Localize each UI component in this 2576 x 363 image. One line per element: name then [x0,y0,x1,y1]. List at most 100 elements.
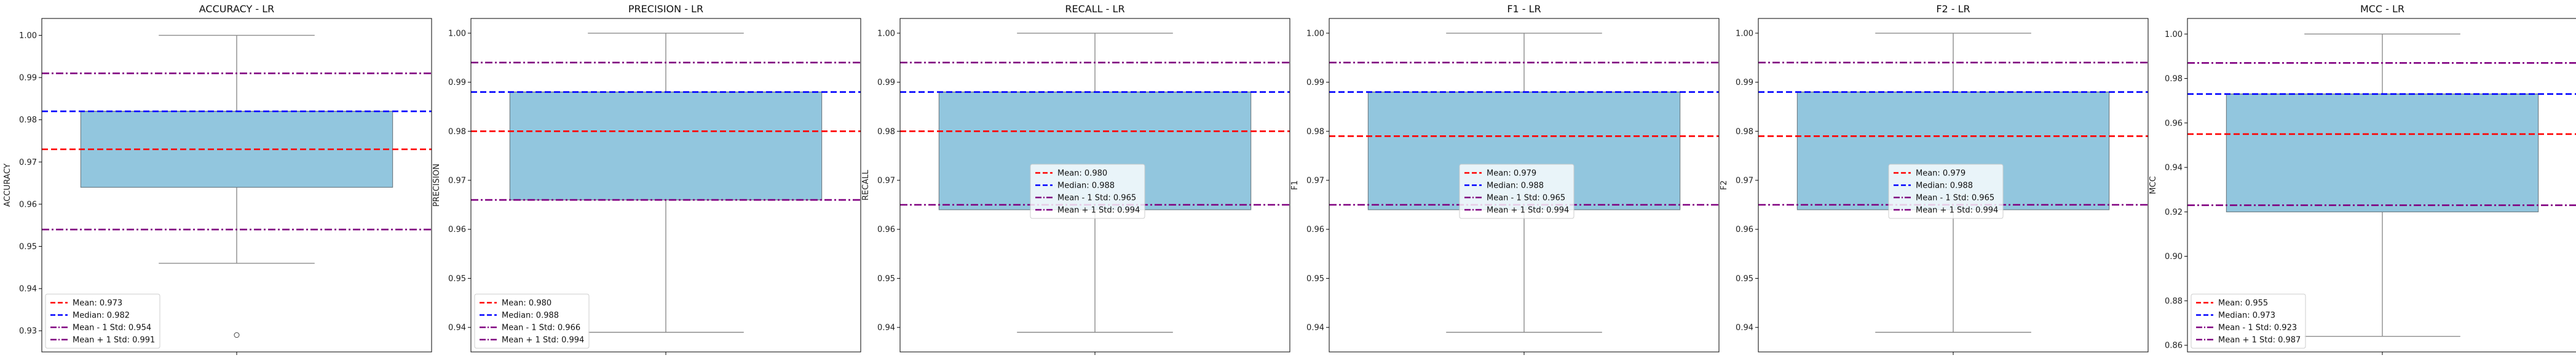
axes-frame [1758,18,2149,353]
y-tick-label: 0.86 [2165,341,2183,351]
y-tick-label: 0.92 [2165,208,2183,217]
legend-box [2191,293,2306,349]
y-tick-label: 0.96 [2165,119,2183,128]
panel-title: ACCURACY - LR [199,3,275,15]
legend-box [1030,164,1145,219]
y-axis-label: ACCURACY [3,164,12,207]
y-tick-label: 0.99 [1306,78,1324,87]
outlier-point [234,332,240,338]
y-tick-label: 0.98 [1306,127,1324,137]
legend-entry-minus-std: Mean - 1 Std: 0.965 [1057,194,1136,203]
legend-entry-median: Median: 0.973 [2218,311,2275,321]
legend-entry-median: Median: 0.988 [502,311,559,321]
legend-entry-median: Median: 0.988 [1487,182,1544,191]
y-tick-label: 0.99 [1736,78,1753,87]
legend-box [474,293,590,349]
y-tick-label: 0.95 [448,274,466,284]
y-axis-label: PRECISION [432,164,441,207]
y-tick-label: 0.88 [2165,297,2183,306]
y-tick-label: 0.98 [2165,74,2183,84]
panel-5: F2 - LR F2 0.94 0.95 0.96 0.97 0.98 0.99 1.00 Mea… [1720,3,2149,355]
y-axis-label: RECALL [861,169,871,200]
y-tick-label: 0.98 [448,127,466,137]
y-tick-label: 0.99 [877,78,895,87]
legend: Mean: 0.980 Median: 0.988 Mean - 1 Std: 0.… [474,293,590,349]
panel-title: F2 - LR [1936,3,1970,15]
legend: Mean: 0.979 Median: 0.988 Mean - 1 Std: 0.… [1459,164,1574,219]
legend-box [45,293,160,349]
legend-entry-minus-std: Mean - 1 Std: 0.923 [2218,324,2297,333]
y-tick-label: 1.00 [877,29,895,38]
y-tick-label: 1.00 [19,31,37,41]
y-tick-label: 0.94 [1306,324,1324,333]
y-tick-label: 0.95 [19,242,37,252]
y-axis-label: MCC [2149,176,2158,194]
legend-entry-mean: Mean: 0.979 [1916,169,1966,178]
iqr-box [509,91,823,201]
y-tick-label: 0.94 [1736,324,1753,333]
legend-box [1888,164,2004,219]
iqr-box [2226,94,2539,212]
panel-title: PRECISION - LR [628,3,703,15]
legend-entry-minus-std: Mean - 1 Std: 0.954 [73,324,151,333]
y-tick-label: 0.97 [448,177,466,186]
legend-entry-mean: Mean: 0.980 [1057,169,1107,178]
y-tick-label: 0.94 [2165,164,2183,173]
y-tick-label: 0.94 [877,324,895,333]
panel-6: MCC - LR MCC 0.86 0.88 0.90 0.92 0.94 0.96 0.98 1… [2149,3,2576,355]
y-tick-label: 0.94 [448,324,466,333]
y-tick-label: 0.96 [19,200,37,209]
legend-entry-median: Median: 0.988 [1916,182,1973,191]
legend-entry-mean: Mean: 0.980 [502,299,551,308]
y-tick-label: 1.00 [1306,29,1324,38]
panel-1: ACCURACY - LR ACCURACY 0.93 0.94 0.95 0.96 0.9… [3,3,432,355]
panel-3: RECALL - LR RECALL 0.94 0.95 0.96 0.97 0.98 0.9… [861,3,1290,355]
axes-frame [41,18,432,353]
legend-entry-minus-std: Mean - 1 Std: 0.966 [502,324,580,333]
legend-entry-plus-std: Mean + 1 Std: 0.987 [2218,336,2301,345]
y-tick-label: 0.99 [448,78,466,87]
legend: Mean: 0.980 Median: 0.988 Mean - 1 Std: 0.… [1030,164,1145,219]
axes-frame [899,18,1290,353]
legend-entry-mean: Mean: 0.955 [2218,299,2268,308]
y-tick-label: 0.97 [1736,177,1753,186]
y-tick-label: 1.00 [2165,30,2183,39]
legend-entry-plus-std: Mean + 1 Std: 0.994 [502,336,584,345]
y-tick-label: 0.97 [19,158,37,167]
legend-entry-minus-std: Mean - 1 Std: 0.965 [1487,194,1565,203]
panel-title: MCC - LR [2360,3,2404,15]
y-tick-label: 0.98 [877,127,895,137]
axes-frame [2187,18,2576,353]
y-tick-label: 0.99 [19,74,37,83]
axes-frame [1329,18,1720,353]
panel-4: F1 - LR F1 0.94 0.95 0.96 0.97 0.98 0.99 1.00 Mea… [1290,3,1720,355]
y-tick-label: 1.00 [448,29,466,38]
y-tick-label: 0.97 [1306,177,1324,186]
legend-box [1459,164,1574,219]
legend-entry-mean: Mean: 0.979 [1487,169,1536,178]
y-tick-label: 0.93 [19,327,37,336]
y-axis-label: F2 [1720,180,1729,190]
legend-entry-plus-std: Mean + 1 Std: 0.994 [1057,206,1140,215]
legend-entry-plus-std: Mean + 1 Std: 0.991 [73,336,155,345]
axes-frame [470,18,861,353]
y-tick-label: 1.00 [1736,29,1753,38]
y-tick-label: 0.96 [448,225,466,234]
y-tick-label: 0.98 [1736,127,1753,137]
legend-entry-median: Median: 0.982 [73,311,130,321]
legend-entry-plus-std: Mean + 1 Std: 0.994 [1487,206,1569,215]
legend: Mean: 0.979 Median: 0.988 Mean - 1 Std: 0.… [1888,164,2004,219]
y-tick-label: 0.95 [1736,274,1753,284]
panel-title: RECALL - LR [1065,3,1124,15]
y-axis-label: F1 [1290,180,1300,190]
y-tick-label: 0.97 [877,177,895,186]
legend-entry-median: Median: 0.988 [1057,182,1115,191]
legend-entry-plus-std: Mean + 1 Std: 0.994 [1916,206,1998,215]
legend: Mean: 0.955 Median: 0.973 Mean - 1 Std: 0.… [2191,293,2306,349]
y-tick-label: 0.96 [1736,225,1753,234]
legend-entry-mean: Mean: 0.973 [73,299,122,308]
y-tick-label: 0.95 [1306,274,1324,284]
legend-entry-minus-std: Mean - 1 Std: 0.965 [1916,194,1994,203]
